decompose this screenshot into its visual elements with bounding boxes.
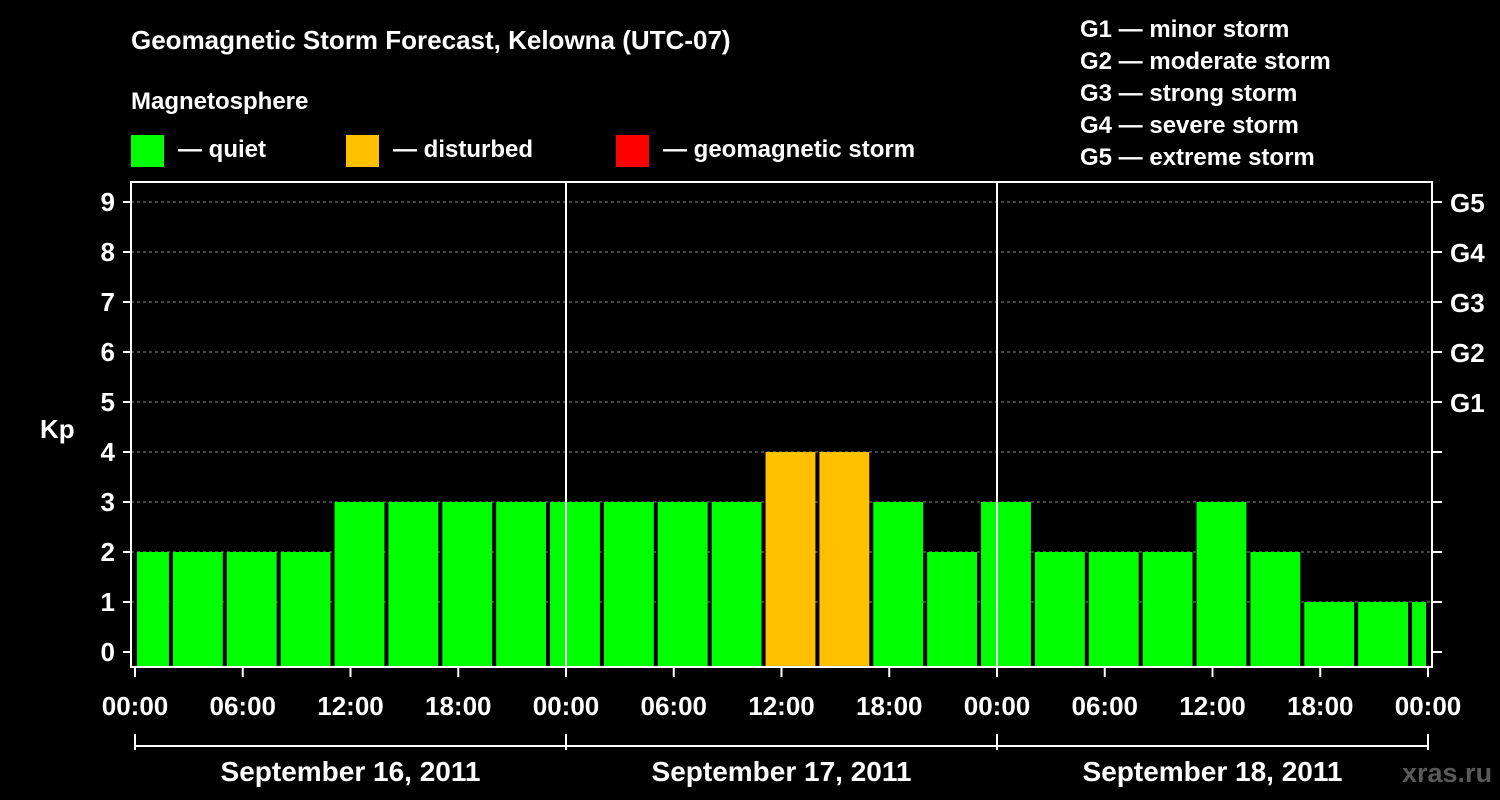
- bar-22: [1304, 602, 1355, 667]
- bar-21: [1250, 552, 1301, 667]
- day-label-0: September 16, 2011: [221, 756, 481, 787]
- y-tick-label-9: 9: [101, 187, 115, 217]
- x-tick-label-8: 00:00: [964, 691, 1031, 721]
- legend-label-storm: — geomagnetic storm: [663, 136, 915, 163]
- g-scale-item-g3: G3 — strong storm: [1080, 80, 1297, 107]
- bar-12: [765, 452, 816, 667]
- y-tick-label-8: 8: [101, 237, 115, 267]
- bar-10: [657, 502, 708, 667]
- legend-label-disturbed: — disturbed: [393, 136, 533, 163]
- g-level-label-g2: G2: [1450, 338, 1485, 368]
- x-tick-label-0: 00:00: [102, 691, 169, 721]
- g-scale-item-g1: G1 — minor storm: [1080, 16, 1289, 43]
- bar-24: [1412, 602, 1426, 667]
- legend-label-quiet: — quiet: [178, 136, 266, 163]
- plot-area: 0 1 2 3 4 5 6 7 8 9 G1 G2 G3 G4 G5 00:00 06:00 12:00 18:00…: [101, 181, 1485, 787]
- chart-title: Geomagnetic Storm Forecast, Kelowna (UTC…: [131, 25, 731, 55]
- bar-20: [1196, 502, 1247, 667]
- g-scale-item-g2: G2 — moderate storm: [1080, 48, 1331, 75]
- x-tick-label-7: 18:00: [856, 691, 923, 721]
- g-level-label-g5: G5: [1450, 188, 1485, 218]
- y-tick-label-6: 6: [101, 337, 115, 367]
- day-label-1: September 17, 2011: [652, 756, 912, 787]
- g-scale-legend: G1 — minor storm G2 — moderate storm G3 …: [1080, 16, 1331, 171]
- x-tick-label-2: 12:00: [317, 691, 384, 721]
- bar-0: [137, 552, 169, 667]
- bar-18: [1088, 552, 1139, 667]
- x-tick-label-10: 12:00: [1179, 691, 1246, 721]
- y-tick-label-5: 5: [101, 387, 115, 417]
- bar-8: [550, 502, 600, 667]
- g-level-label-g1: G1: [1450, 388, 1485, 418]
- g-level-label-g3: G3: [1450, 288, 1485, 318]
- y-tick-label-1: 1: [101, 587, 115, 617]
- y-tick-label-3: 3: [101, 487, 115, 517]
- x-tick-label-1: 06:00: [210, 691, 277, 721]
- legend-swatch-storm: [616, 135, 649, 167]
- y-tick-label-2: 2: [101, 537, 115, 567]
- g-level-label-g4: G4: [1450, 238, 1485, 268]
- y-tick-label-7: 7: [101, 287, 115, 317]
- bar-7: [496, 502, 547, 667]
- bar-1: [172, 552, 223, 667]
- y-tick-label-4: 4: [101, 437, 116, 467]
- bar-16: [981, 502, 1031, 667]
- x-tick-label-9: 06:00: [1072, 691, 1139, 721]
- bar-19: [1142, 552, 1193, 667]
- x-tick-label-5: 06:00: [641, 691, 708, 721]
- bar-23: [1358, 602, 1409, 667]
- bar-6: [442, 502, 493, 667]
- day-label-2: September 18, 2011: [1083, 756, 1343, 787]
- y-tick-label-0: 0: [101, 637, 115, 667]
- x-tick-label-6: 12:00: [748, 691, 815, 721]
- x-tick-label-12: 00:00: [1395, 691, 1462, 721]
- bar-2: [226, 552, 277, 667]
- bar-15: [927, 552, 978, 667]
- bar-13: [819, 452, 870, 667]
- x-tick-label-4: 00:00: [533, 691, 600, 721]
- legend: — quiet — disturbed — geomagnetic storm: [131, 135, 915, 167]
- watermark: xras.ru: [1402, 758, 1492, 788]
- x-tick-label-11: 18:00: [1287, 691, 1354, 721]
- legend-swatch-disturbed: [346, 135, 379, 167]
- x-tick-label-3: 18:00: [425, 691, 492, 721]
- bar-9: [603, 502, 654, 667]
- g-scale-item-g5: G5 — extreme storm: [1080, 144, 1315, 171]
- bar-5: [388, 502, 439, 667]
- y-axis-label: Kp: [40, 414, 75, 444]
- legend-swatch-quiet: [131, 135, 164, 167]
- legend-title: Magnetosphere: [131, 88, 308, 115]
- bar-11: [711, 502, 762, 667]
- bar-14: [873, 502, 924, 667]
- bar-4: [334, 502, 385, 667]
- bar-17: [1034, 552, 1085, 667]
- g-scale-item-g4: G4 — severe storm: [1080, 112, 1299, 139]
- bar-3: [280, 552, 331, 667]
